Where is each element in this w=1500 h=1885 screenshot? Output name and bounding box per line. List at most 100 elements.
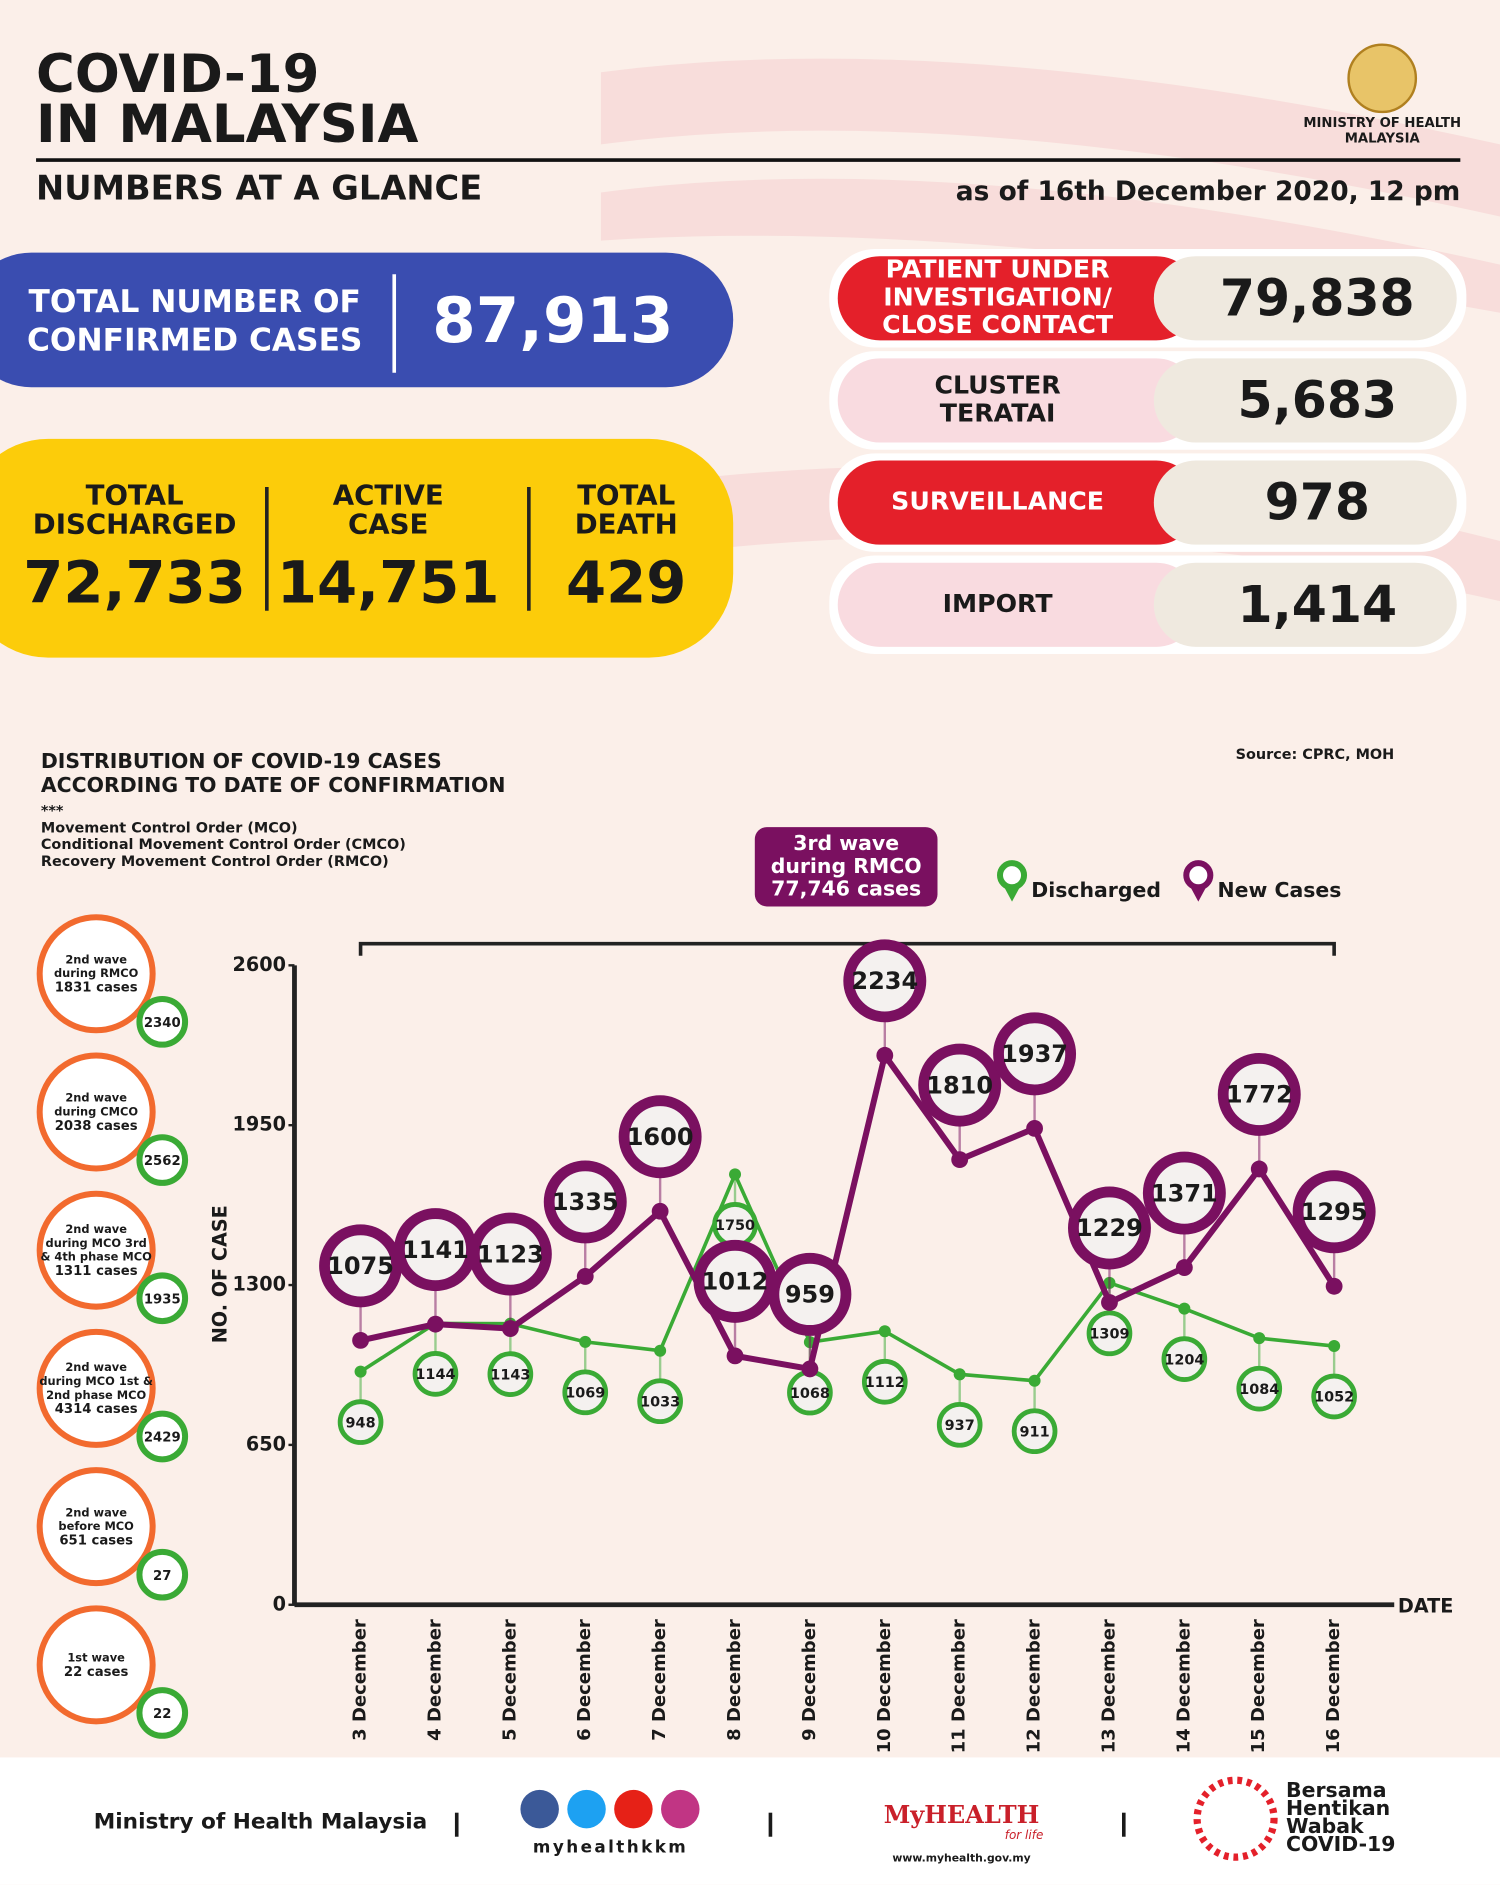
data-label: 1772	[1226, 1081, 1293, 1109]
legend-label: Discharged	[1031, 878, 1161, 902]
ministry: MINISTRY OF HEALTH	[1303, 116, 1461, 131]
legend-label: New Cases	[1218, 878, 1342, 902]
x-tick-label: 12 December	[1024, 1619, 1045, 1753]
label-bubble	[637, 1378, 683, 1425]
legend-pin-tip	[1189, 886, 1207, 902]
label-bubble	[1311, 1373, 1357, 1420]
label-bubble	[412, 1351, 459, 1397]
breakdown-value: 1,414	[1237, 575, 1397, 634]
breakdown-value-box	[1153, 256, 1457, 341]
data-label: 1335	[552, 1188, 619, 1216]
label-bubble	[936, 1401, 983, 1448]
data-label: 1068	[790, 1386, 830, 1402]
outcome-label: CASE	[348, 507, 428, 540]
wave-badge	[136, 1548, 189, 1601]
confirmed-value: 87,913	[432, 284, 673, 357]
breakdown-label: SURVEILLANCE	[891, 487, 1104, 516]
series-line	[359, 1169, 1335, 1383]
bracket	[358, 941, 1336, 956]
campaign-text: Bersama	[1286, 1778, 1386, 1802]
wave-text: 2nd wave	[65, 1505, 127, 1519]
footer-social: myhealthkkm	[533, 1837, 688, 1857]
point	[1026, 1119, 1043, 1137]
outcome-value: 72,733	[23, 548, 246, 616]
x-tick-label: 3 December	[350, 1619, 371, 1741]
data-label: 937	[945, 1418, 975, 1434]
point	[352, 1331, 369, 1349]
campaign-text: Wabak	[1286, 1814, 1364, 1838]
y-axis-label: NO. OF CASE	[209, 1205, 232, 1343]
wave-text: & 4th phase MCO	[41, 1250, 153, 1264]
wave-text: 22 cases	[64, 1665, 129, 1680]
legend-pin	[996, 860, 1028, 891]
data-label: 1075	[327, 1252, 394, 1280]
wave-text: during RMCO	[54, 966, 139, 980]
chart-note: Conditional Movement Control Order (CMCO…	[41, 837, 406, 853]
data-label: 1143	[490, 1367, 530, 1383]
breakdown-label: CLOSE CONTACT	[882, 310, 1114, 339]
data-label: 1295	[1301, 1198, 1368, 1226]
label-bubble	[861, 1358, 908, 1405]
social-icon	[520, 1789, 559, 1829]
data-label: 1229	[1076, 1214, 1143, 1242]
social-icon	[614, 1789, 653, 1829]
y-tick-label: 2600	[233, 953, 286, 976]
outcome-label: DISCHARGED	[33, 507, 237, 540]
point	[876, 1046, 894, 1064]
social-icon	[661, 1789, 700, 1829]
label-bubble	[1086, 1310, 1133, 1357]
label-bubble	[1142, 1151, 1226, 1235]
outcome-label: TOTAL	[577, 479, 675, 512]
data-label: 1600	[627, 1123, 694, 1151]
campaign-text: COVID-19	[1286, 1832, 1395, 1856]
breakdown-label-box	[837, 460, 1199, 545]
wave-text: during MCO 3rd	[46, 1236, 147, 1250]
wave-circle	[36, 1328, 156, 1448]
subtitle: NUMBERS AT A GLANCE	[36, 169, 482, 208]
breakdown-label: IMPORT	[943, 589, 1054, 618]
wave-circle	[36, 1052, 156, 1172]
outcome-value: 14,751	[277, 548, 500, 616]
confirmed-label: CONFIRMED CASES	[27, 323, 362, 359]
wave-text: 2nd wave	[65, 1091, 127, 1105]
data-label: 1750	[715, 1218, 755, 1234]
x-tick-label: 10 December	[874, 1619, 895, 1753]
wave-badge-value: 2562	[144, 1154, 181, 1169]
y-tick-label: 1300	[233, 1273, 286, 1296]
wave-badge	[136, 1272, 189, 1325]
point	[878, 1325, 891, 1338]
wave-text: before MCO	[58, 1519, 134, 1533]
x-tick-label: 6 December	[574, 1619, 595, 1741]
footer-brand: MyHEALTH	[884, 1800, 1040, 1829]
breakdown-value-box	[1153, 460, 1457, 545]
x-tick-label: 16 December	[1323, 1619, 1344, 1753]
breakdown-label: CLUSTER	[934, 371, 1060, 400]
label-bubble	[562, 1369, 609, 1416]
y-tick-label: 1950	[233, 1113, 286, 1136]
ministry: MALAYSIA	[1345, 131, 1421, 146]
label-bubble	[487, 1351, 534, 1397]
chart-title: ACCORDING TO DATE OF CONFIRMATION	[41, 773, 506, 797]
annotation: during RMCO	[771, 854, 922, 878]
data-label: 1123	[477, 1240, 544, 1268]
point	[1325, 1277, 1343, 1295]
label-bubble	[1011, 1408, 1058, 1455]
point	[579, 1335, 592, 1348]
chart-note: Recovery Movement Control Order (RMCO)	[41, 854, 389, 870]
data-label: 1084	[1239, 1382, 1279, 1398]
x-tick-label: 8 December	[724, 1619, 745, 1741]
label-bubble	[993, 1012, 1077, 1096]
wave-text: 1831 cases	[55, 981, 138, 996]
wave-text: 2038 cases	[55, 1119, 138, 1134]
point	[1175, 1259, 1193, 1277]
label-bubble	[618, 1095, 702, 1179]
x-tick-label: 9 December	[799, 1619, 820, 1741]
data-label: 1052	[1314, 1390, 1354, 1406]
wave-badge	[136, 1687, 189, 1739]
wave-badge	[136, 995, 189, 1048]
wave-text: 2nd phase MCO	[46, 1388, 146, 1402]
wave-badge	[136, 1410, 189, 1463]
social-icon	[567, 1789, 606, 1829]
data-label: 1810	[926, 1071, 993, 1099]
breakdown-value: 978	[1265, 473, 1370, 532]
